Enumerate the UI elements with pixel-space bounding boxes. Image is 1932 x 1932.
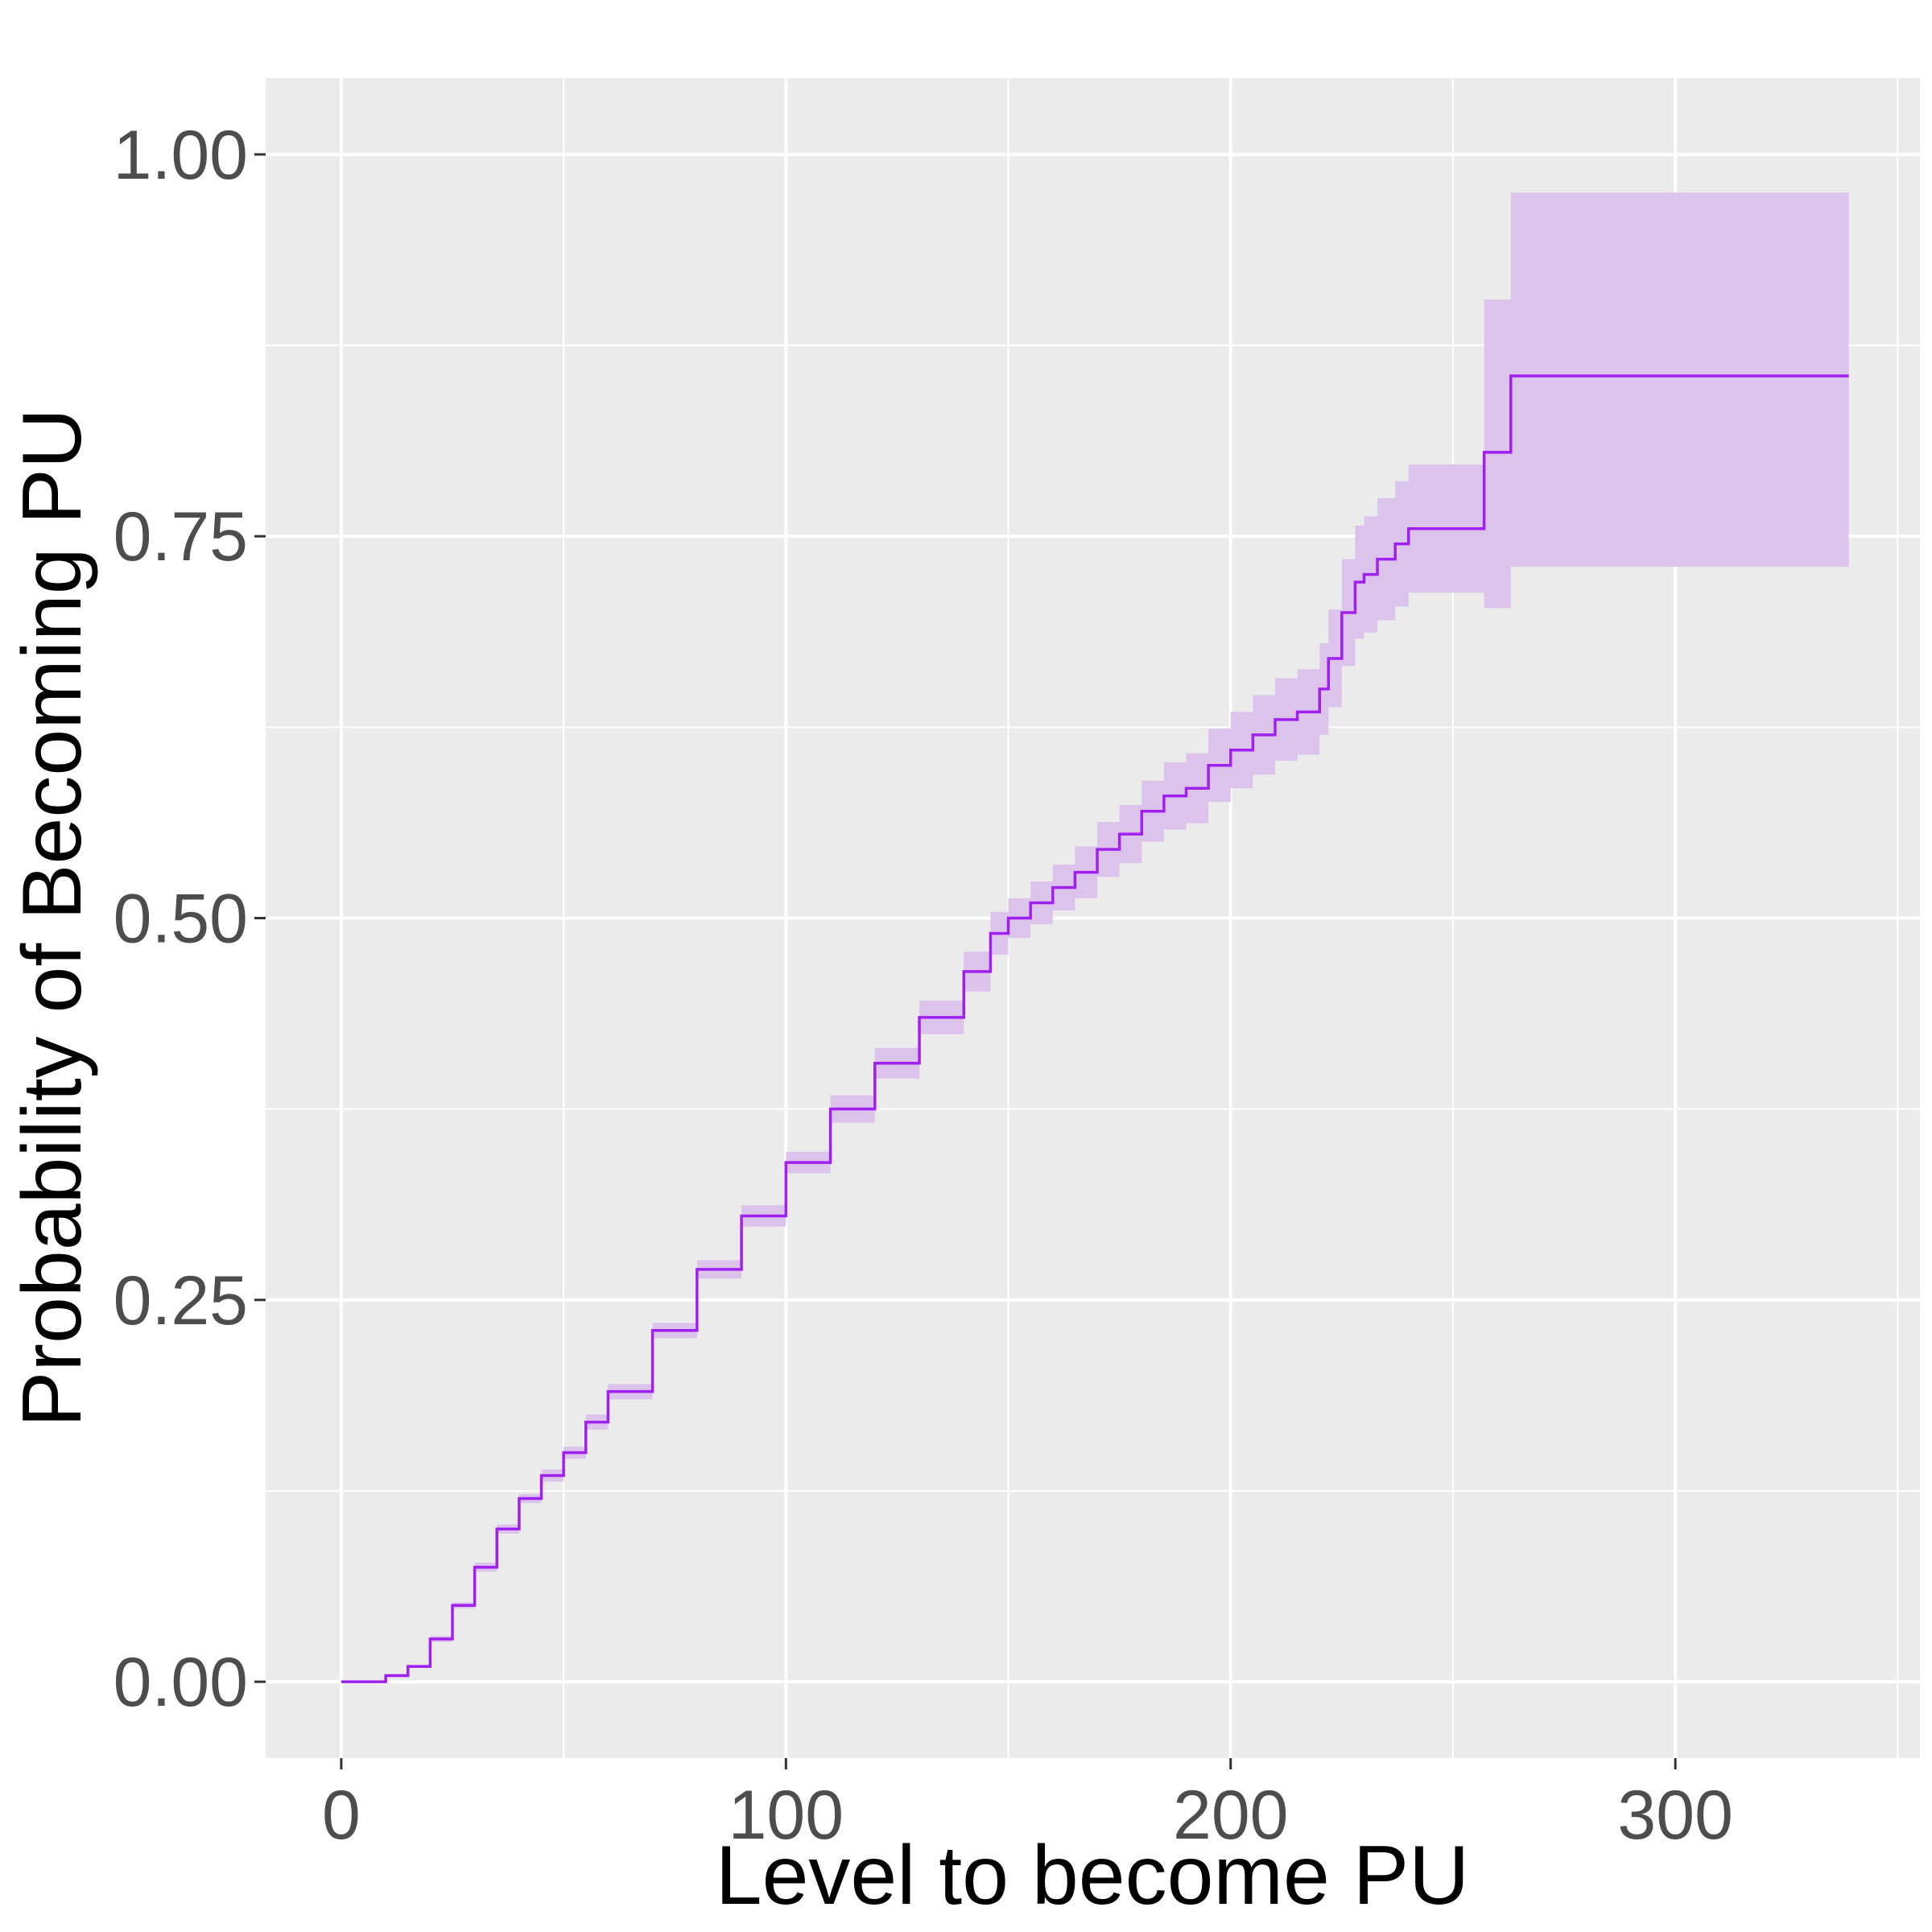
y-tick-label: 1.00: [114, 117, 248, 194]
x-tick-label: 200: [1173, 1777, 1289, 1854]
y-axis-title: Probability of Becoming PU: [6, 408, 99, 1427]
axis-ticks: 0.00 0.25 0.50 0.75 1.00 0 100 200 300: [114, 117, 1733, 1854]
grid-lines: [266, 78, 1920, 1758]
x-tick-label: 100: [729, 1777, 844, 1854]
x-axis-title: Level to become PU: [716, 1829, 1470, 1922]
confidence-band: [341, 192, 1849, 1682]
y-tick-label: 0.50: [114, 881, 248, 958]
y-tick-label: 0.00: [114, 1644, 248, 1721]
x-tick-label: 0: [322, 1777, 361, 1854]
y-tick-label: 0.25: [114, 1262, 248, 1340]
x-tick-label: 300: [1617, 1777, 1733, 1854]
y-tick-label: 0.75: [114, 498, 248, 576]
probability-step-line: [341, 374, 1849, 1683]
